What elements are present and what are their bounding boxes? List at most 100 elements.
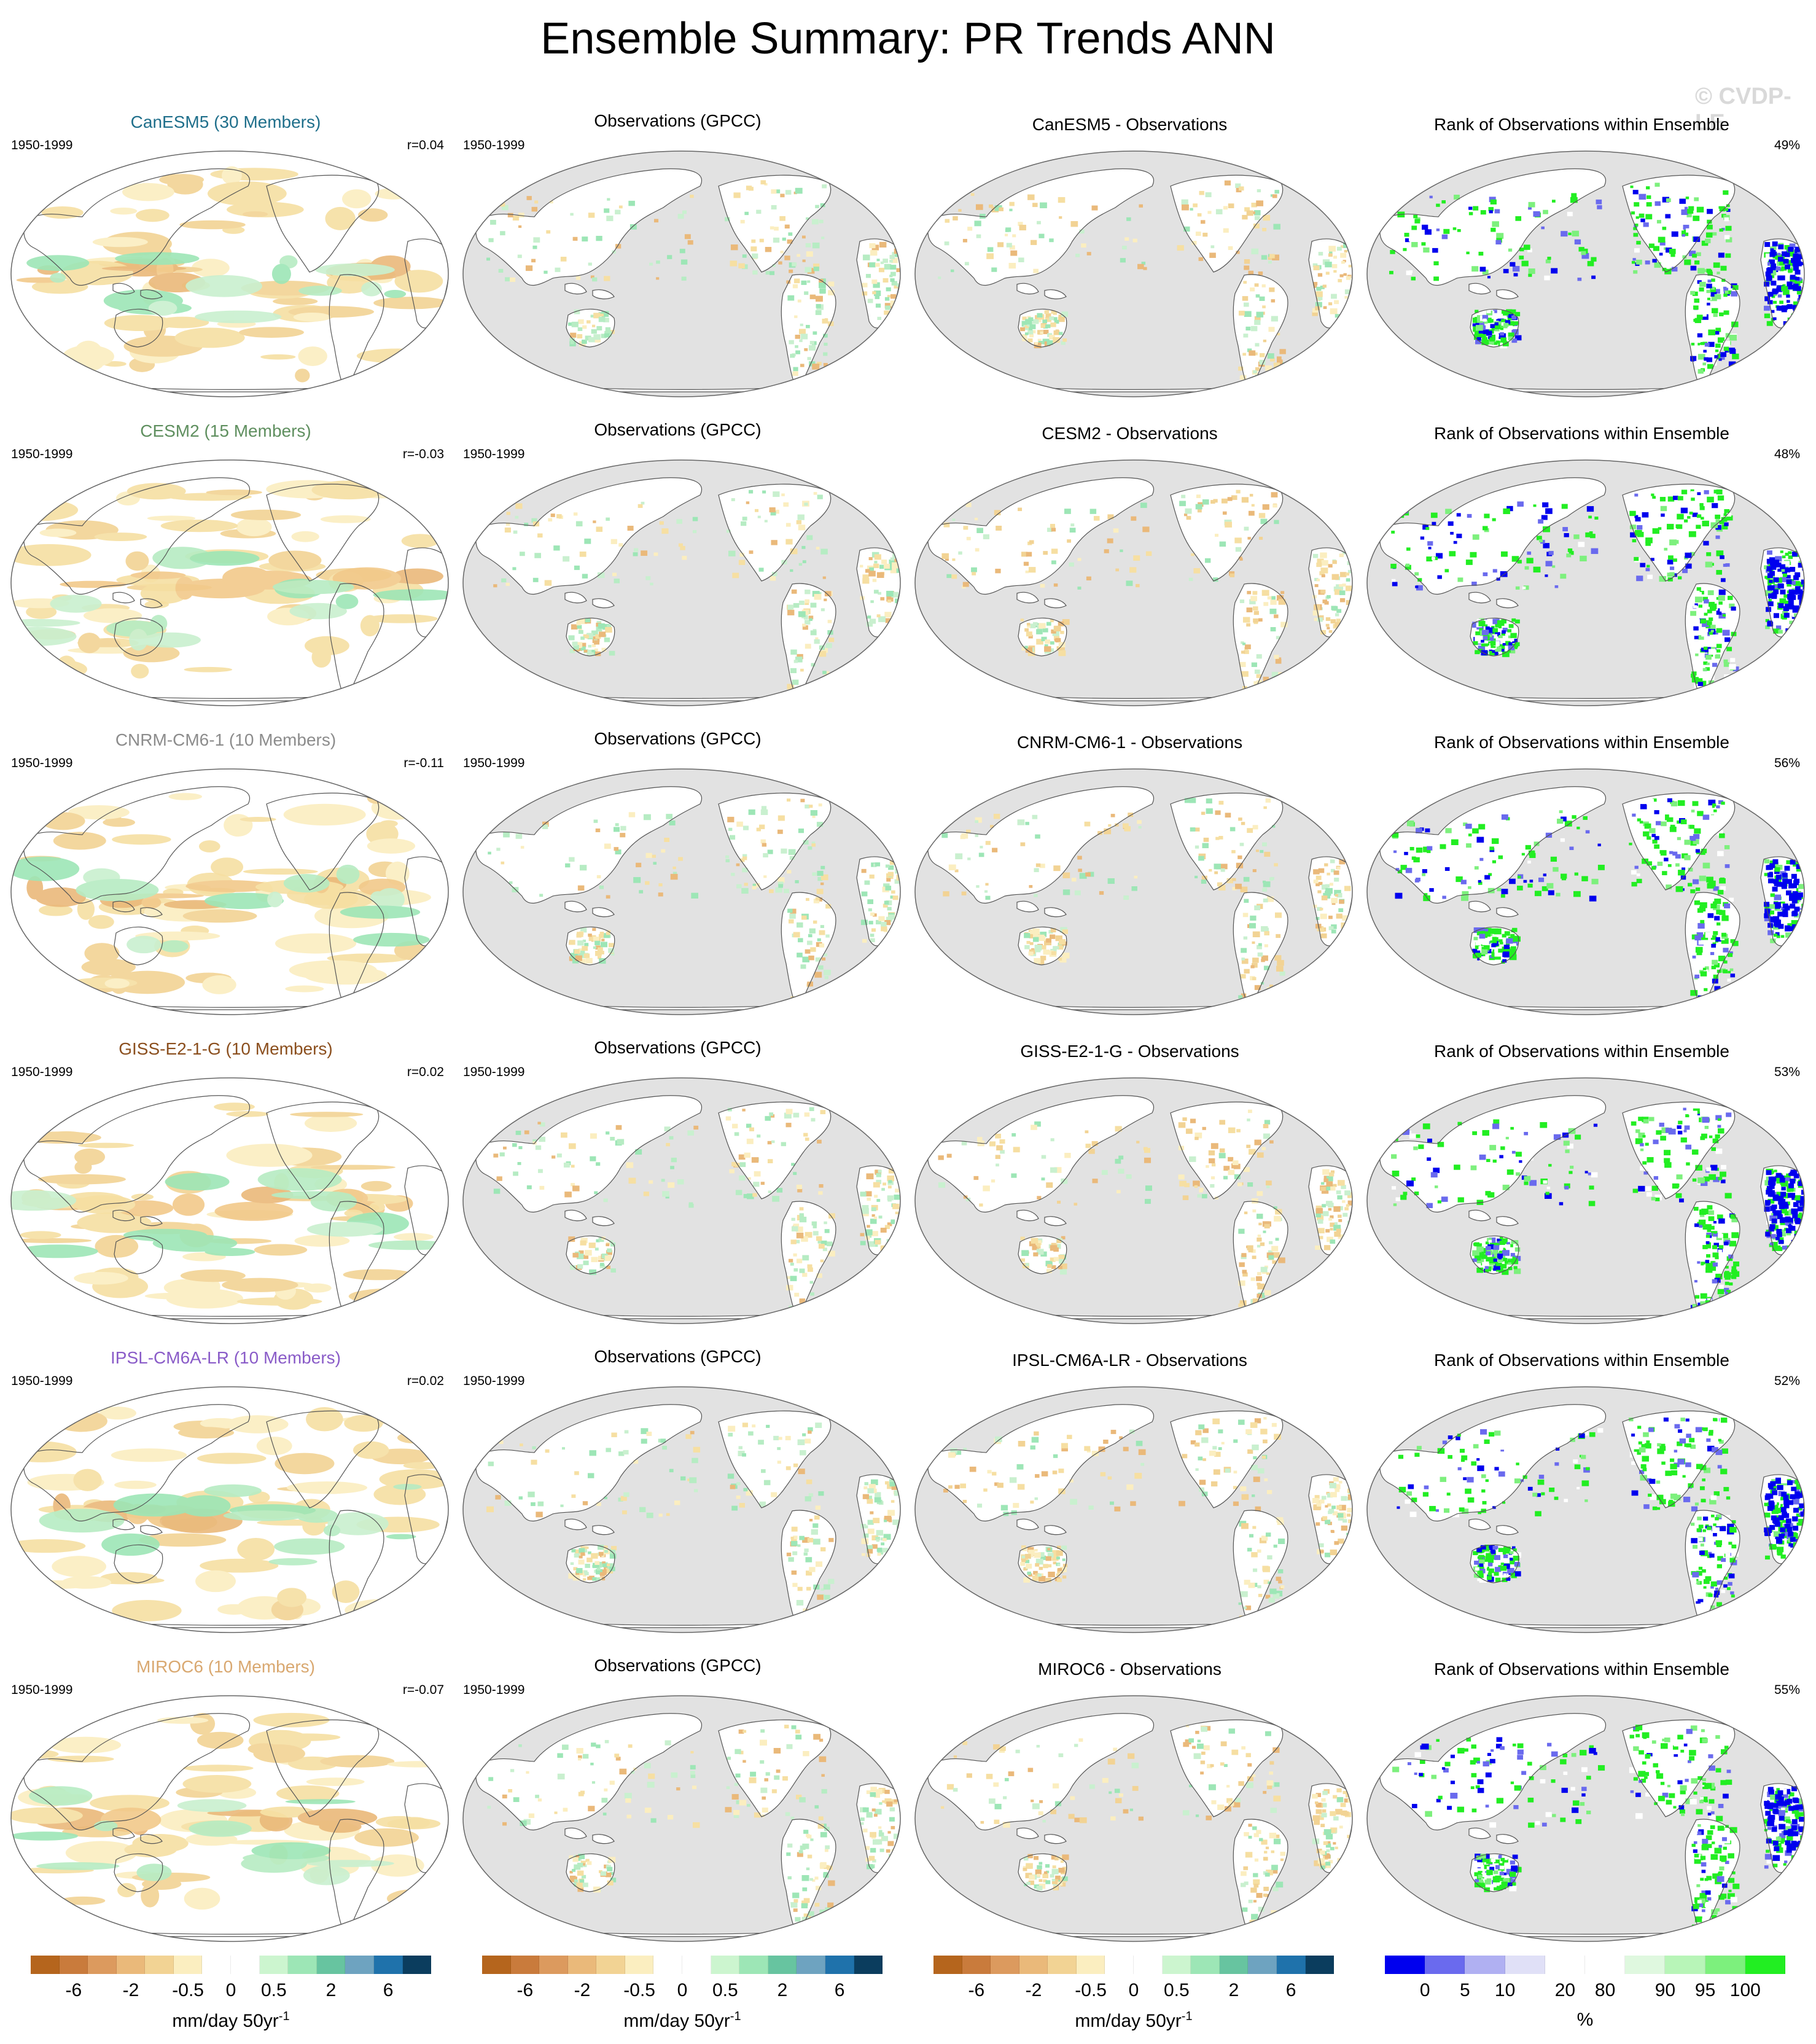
colorbar-box <box>1105 1956 1134 1974</box>
obs-panel: Observations (GPCC) 1950-1999 <box>452 713 903 1022</box>
trend-colorbar: -6 -2 -0.5 0 0.5 2 6 mm/day 50yr-1 <box>933 1956 1335 2031</box>
colorbar-box <box>1191 1956 1220 1974</box>
obs-panel: Observations (GPCC) 1950-1999 <box>452 1640 903 1949</box>
model-trend-map <box>9 149 451 399</box>
colorbar-tick-label: 2 <box>1228 1980 1239 2000</box>
colorbar-box <box>316 1956 346 1974</box>
diff-trend-map <box>913 767 1355 1016</box>
colorbar-box <box>991 1956 1019 1974</box>
obs-trend-map <box>461 149 903 399</box>
period-label: 1950-1999 <box>11 447 73 461</box>
model-panel: CESM2 (15 Members) 1950-1999 r=-0.03 <box>0 404 451 713</box>
period-label: 1950-1999 <box>463 138 525 152</box>
rank-panel-title: Rank of Observations within Ensemble <box>1434 115 1729 134</box>
pattern-correlation: r=0.02 <box>407 1374 444 1388</box>
colorbar-box <box>797 1956 825 1974</box>
rank-panel-title: Rank of Observations within Ensemble <box>1434 424 1729 443</box>
diff-panel-title: GISS-E2-1-G - Observations <box>1020 1042 1239 1061</box>
colorbar-tick-label: 6 <box>1285 1980 1296 2000</box>
period-label: 1950-1999 <box>463 756 525 770</box>
rank-panel: Rank of Observations within Ensemble 55% <box>1356 1640 1807 1949</box>
obs-panel-title: Observations (GPCC) <box>594 729 762 748</box>
diff-panel: MIROC6 - Observations <box>904 1640 1355 1949</box>
colorbar-box <box>1665 1956 1705 1974</box>
colorbar-box <box>288 1956 317 1974</box>
colorbar-box <box>173 1956 203 1974</box>
colorbar-tick-label: 0 <box>1419 1980 1430 2000</box>
colorbar-units-text: mm/day 50yr <box>172 2011 279 2031</box>
diff-panel: IPSL-CM6A-LR - Observations <box>904 1331 1355 1640</box>
colorbar-units-exponent: -1 <box>278 2010 290 2023</box>
obs-panel: Observations (GPCC) 1950-1999 <box>452 404 903 713</box>
diff-panel: CNRM-CM6-1 - Observations <box>904 713 1355 1022</box>
colorbar-tick-label: 0 <box>677 1980 688 2000</box>
colorbar-box <box>1505 1956 1545 1974</box>
colorbar-tick-label: 20 <box>1554 1980 1576 2000</box>
rank-panel-title: Rank of Observations within Ensemble <box>1434 733 1729 752</box>
colorbar-tick-label: 90 <box>1654 1980 1676 2000</box>
pattern-correlation: r=0.04 <box>407 138 444 152</box>
colorbar-box <box>345 1956 374 1974</box>
diff-panel-title: CESM2 - Observations <box>1042 424 1218 443</box>
watermark: © CVDP-LE <box>1695 84 1791 136</box>
colorbar-box <box>596 1956 625 1974</box>
rank-panel-title: Rank of Observations within Ensemble <box>1434 1351 1729 1370</box>
model-panel: IPSL-CM6A-LR (10 Members) 1950-1999 r=0.02 <box>0 1331 451 1640</box>
rank-trend-map <box>1365 458 1807 708</box>
obs-panel-title: Observations (GPCC) <box>594 1038 762 1057</box>
period-label: 1950-1999 <box>11 1374 73 1388</box>
colorbar-units-text: mm/day 50yr <box>1075 2011 1182 2031</box>
colorbar-box <box>711 1956 740 1974</box>
colorbar-tick-label: 2 <box>777 1980 788 2000</box>
colorbar-tick-label: -0.5 <box>623 1980 655 2000</box>
colorbar-tick-label: 0.5 <box>260 1980 287 2000</box>
colorbar-units-label: mm/day 50yr-1 <box>172 2010 289 2032</box>
model-trend-map <box>9 767 451 1016</box>
rank-percentage: 55% <box>1774 1683 1800 1697</box>
colorbar-box <box>1385 1956 1425 1974</box>
obs-panel-title: Observations (GPCC) <box>594 420 762 439</box>
diff-trend-map <box>913 1694 1355 1943</box>
obs-panel-title: Observations (GPCC) <box>594 1347 762 1366</box>
colorbar-tick-label: -2 <box>1025 1980 1042 2000</box>
colorbar-tick-label: 2 <box>325 1980 337 2000</box>
row-miroc6: MIROC6 (10 Members) 1950-1999 r=-0.07 Obser… <box>0 1640 1816 1949</box>
rank-percentage: 53% <box>1774 1065 1800 1079</box>
obs-trend-map <box>461 1694 903 1943</box>
model-panel-title: MIROC6 (10 Members) <box>136 1657 315 1676</box>
colorbar-box <box>625 1956 654 1974</box>
colorbar-box <box>116 1956 146 1974</box>
rank-trend-map <box>1365 1694 1807 1943</box>
period-label: 1950-1999 <box>463 447 525 461</box>
colorbar-tick-label: -2 <box>122 1980 139 2000</box>
colorbar-tick-label: -6 <box>516 1980 534 2000</box>
colorbar-box <box>1019 1956 1048 1974</box>
diff-panel: CESM2 - Observations <box>904 404 1355 713</box>
colorbar-box <box>231 1956 260 1974</box>
obs-panel: Observations (GPCC) 1950-1999 <box>452 1022 903 1331</box>
pattern-correlation: r=-0.11 <box>403 756 444 770</box>
row-cesm2: CESM2 (15 Members) 1950-1999 r=-0.03 Observ… <box>0 404 1816 713</box>
diff-panel: GISS-E2-1-G - Observations <box>904 1022 1355 1331</box>
colorbar-box <box>145 1956 174 1974</box>
obs-trend-map <box>461 1076 903 1325</box>
rank-trend-map <box>1365 767 1807 1016</box>
colorbar-tick-label: -0.5 <box>1075 1980 1107 2000</box>
colorbar-box <box>739 1956 768 1974</box>
colorbar-units-exponent: -1 <box>730 2010 741 2023</box>
model-trend-map <box>9 1385 451 1634</box>
pattern-correlation: r=-0.07 <box>402 1683 444 1697</box>
colorbar-box <box>1705 1956 1745 1974</box>
colorbar-tick-label: 10 <box>1494 1980 1516 2000</box>
rank-colorbar: 0 5 10 20 80 90 95 100% <box>1385 1956 1786 2030</box>
diff-panel-title: IPSL-CM6A-LR - Observations <box>1012 1351 1247 1370</box>
rank-trend-map <box>1365 149 1807 399</box>
colorbar-box <box>1219 1956 1249 1974</box>
colorbar-tick-label: 0 <box>225 1980 236 2000</box>
colorbar-tick-label: 95 <box>1694 1980 1716 2000</box>
model-panel-title: CNRM-CM6-1 (10 Members) <box>115 730 337 749</box>
colorbar-box <box>31 1956 60 1974</box>
model-panel: MIROC6 (10 Members) 1950-1999 r=-0.07 <box>0 1640 451 1949</box>
period-label: 1950-1999 <box>11 1065 73 1079</box>
model-panel-title: CanESM5 (30 Members) <box>130 112 321 131</box>
